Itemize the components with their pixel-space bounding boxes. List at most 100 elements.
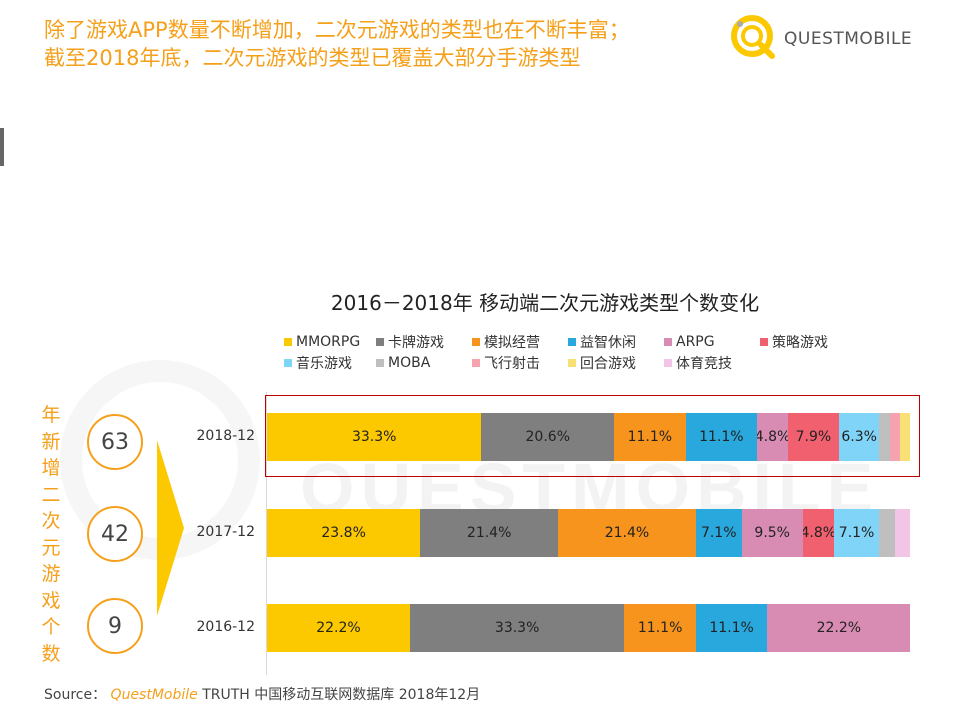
legend-swatch xyxy=(760,338,768,346)
data-label: 7.1% xyxy=(838,525,875,541)
legend-swatch xyxy=(284,359,292,367)
bar-segment: 22.2% xyxy=(267,604,410,652)
legend-label: 体育竞技 xyxy=(676,356,732,372)
count-circle-2016: 9 xyxy=(87,598,143,654)
count-circle-2017: 42 xyxy=(87,506,143,562)
bar-segment: 7.9% xyxy=(787,413,839,461)
highlight-box-2018 xyxy=(265,395,920,477)
data-label: 33.3% xyxy=(494,620,540,636)
category-label: 2016-12 xyxy=(196,619,256,635)
legend-swatch xyxy=(472,338,480,346)
source-brand: QuestMobile xyxy=(110,687,198,703)
bar-segment: 11.1% xyxy=(614,413,686,461)
bar-segment: 11.1% xyxy=(695,604,768,652)
data-label: 4.8% xyxy=(802,525,834,541)
legend-item: 模拟经营 xyxy=(472,332,568,352)
page-title: 除了游戏APP数量不断增加，二次元游戏的类型也在不断丰富； 截至2018年底，二… xyxy=(44,16,724,72)
bar-segment: 20.6% xyxy=(481,413,615,461)
bar-segment: 4.8% xyxy=(802,509,834,557)
chart-title: 2016－2018年 移动端二次元游戏类型个数变化 xyxy=(330,291,760,315)
bar-segment xyxy=(879,413,890,461)
legend-label: 卡牌游戏 xyxy=(388,335,444,351)
questmobile-logo-icon xyxy=(731,15,775,59)
data-label: 11.1% xyxy=(699,429,744,445)
stacked-bar: 23.8%21.4%21.4%7.1%9.5%4.8%7.1% xyxy=(267,509,911,557)
data-label: 11.1% xyxy=(627,429,673,445)
legend-item: ARPG xyxy=(664,332,760,352)
bar-segment: 11.1% xyxy=(624,604,696,652)
legend-swatch xyxy=(284,338,292,346)
data-label: 7.9% xyxy=(795,429,832,445)
legend-swatch xyxy=(376,338,384,346)
legend-item: 益智休闲 xyxy=(568,332,664,352)
side-label: 年新增二次元游戏个数 xyxy=(41,404,61,665)
category-label: 2018-12 xyxy=(196,428,256,444)
bar-segment: 21.4% xyxy=(420,509,559,557)
growth-arrow xyxy=(157,440,184,616)
bar-segment xyxy=(879,509,895,557)
bar-segment: 23.8% xyxy=(267,509,421,557)
legend-swatch xyxy=(664,338,672,346)
bar-segment xyxy=(894,509,911,557)
bar-segment: 7.1% xyxy=(833,509,880,557)
legend-label: ARPG xyxy=(676,334,715,350)
data-label: 23.8% xyxy=(321,525,366,541)
data-label: 7.1% xyxy=(700,525,737,541)
stacked-bar: 33.3% 20.6% 11.1% 11.1% 4.8% 7.9% 6.3% xyxy=(267,413,911,461)
data-label: 20.6% xyxy=(525,429,570,445)
legend-item: 音乐游戏 xyxy=(284,353,376,373)
legend-label: 回合游戏 xyxy=(580,356,636,372)
left-marker xyxy=(0,128,4,166)
count-circle-2018: 63 xyxy=(87,414,143,470)
bar-segment: 9.5% xyxy=(741,509,803,557)
chart-legend: MMORPG 卡牌游戏 模拟经营 益智休闲 ARPG 策略游戏音乐游戏 MOBA 飞行射击 回合… xyxy=(284,332,884,373)
legend-item: MOBA xyxy=(376,353,472,373)
category-label: 2017-12 xyxy=(196,524,256,540)
data-label: 11.1% xyxy=(637,620,683,636)
category-axis-line xyxy=(266,392,267,675)
source-rest: TRUTH 中国移动互联网数据库 2018年12月 xyxy=(197,687,481,703)
legend-label: 飞行射击 xyxy=(484,356,540,372)
legend-item: 体育竞技 xyxy=(664,353,760,373)
legend-item: 回合游戏 xyxy=(568,353,664,373)
legend-swatch xyxy=(472,359,480,367)
bar-segment: 33.3% xyxy=(267,413,482,461)
legend-item: 飞行射击 xyxy=(472,353,568,373)
questmobile-logo: QUESTMOBILE xyxy=(728,10,928,62)
page-title-line-2: 截至2018年底，二次元游戏的类型已覆盖大部分手游类型 xyxy=(44,46,581,70)
legend-label: 音乐游戏 xyxy=(296,356,352,372)
legend-swatch xyxy=(568,359,576,367)
logo-text: QUESTMOBILE xyxy=(784,29,913,49)
source-prefix: Source： xyxy=(44,687,107,703)
legend-item: 策略游戏 xyxy=(760,332,860,352)
bar-segment: 7.1% xyxy=(695,509,742,557)
legend-swatch xyxy=(664,359,672,367)
data-label: 21.4% xyxy=(466,525,512,541)
data-label: 9.5% xyxy=(754,525,790,541)
bar-segment: 22.2% xyxy=(767,604,911,652)
legend-label: 策略游戏 xyxy=(772,335,828,351)
bar-segment: 21.4% xyxy=(558,509,696,557)
data-label: 33.3% xyxy=(351,429,397,445)
data-label: 22.2% xyxy=(316,620,361,636)
bar-segment xyxy=(900,413,911,461)
legend-swatch xyxy=(376,359,384,367)
bar-segment xyxy=(889,413,901,461)
page-title-line-1: 除了游戏APP数量不断增加，二次元游戏的类型也在不断丰富； xyxy=(44,18,630,42)
data-label: 21.4% xyxy=(604,525,650,541)
bar-segment: 6.3% xyxy=(838,413,880,461)
bar-segment: 11.1% xyxy=(685,413,758,461)
legend-label: 益智休闲 xyxy=(580,335,636,351)
stacked-bar: 22.2% 33.3% 11.1% 11.1% 22.2% xyxy=(267,604,911,652)
source-note: Source： QuestMobile TRUTH 中国移动互联网数据库 201… xyxy=(44,684,480,704)
legend-label: 模拟经营 xyxy=(484,335,540,351)
bar-segment: 4.8% xyxy=(757,413,788,461)
data-label: 4.8% xyxy=(757,429,788,445)
legend-item: 卡牌游戏 xyxy=(376,332,472,352)
data-label: 11.1% xyxy=(709,620,754,636)
data-label: 22.2% xyxy=(816,620,862,636)
legend-swatch xyxy=(568,338,576,346)
legend-label: MMORPG xyxy=(296,334,361,350)
bar-segment: 33.3% xyxy=(409,604,625,652)
legend-label: MOBA xyxy=(388,355,431,371)
